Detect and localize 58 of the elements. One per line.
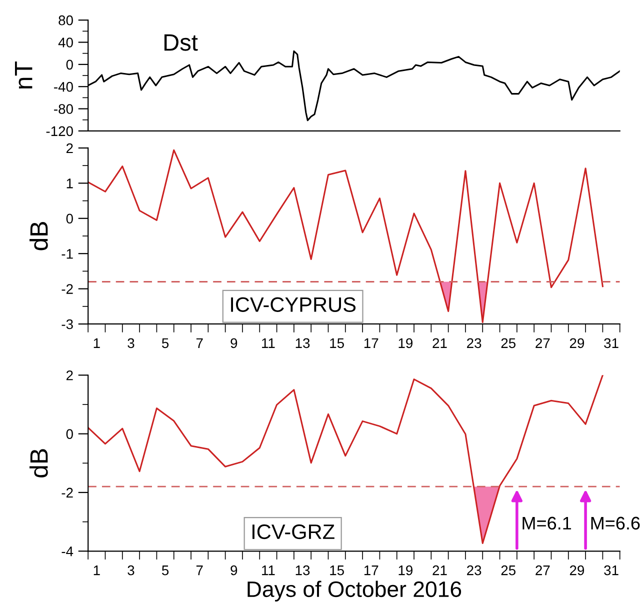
x-tick-label: 5: [162, 338, 169, 348]
y-tick-label: 2: [66, 143, 73, 154]
annotation: Dst: [164, 34, 198, 51]
x-tick-label: 31: [604, 338, 618, 348]
x-tick-label: 9: [230, 338, 238, 348]
x-axis-title: Days of October 2016: [248, 580, 462, 602]
y-tick-label: 2: [66, 370, 73, 380]
y-tick-label: -1: [62, 249, 73, 259]
y-tick-label: 40: [58, 38, 73, 48]
y-tick-label: -3: [62, 319, 73, 330]
y-axis-title: dB: [30, 449, 48, 478]
y-tick-label: -80: [54, 104, 73, 114]
y-tick-label: -40: [54, 82, 73, 92]
x-tick-label: 11: [262, 338, 275, 348]
x-tick-label: 29: [570, 338, 584, 348]
annotation: ICV-CYPRUS: [231, 297, 356, 312]
y-axis-title: nT: [14, 62, 32, 88]
y-tick-label: -120: [46, 126, 73, 136]
x-tick-label: 25: [501, 565, 516, 576]
x-tick-label: 17: [364, 566, 378, 576]
x-tick-label: 1: [94, 338, 100, 348]
x-tick-label: 23: [467, 565, 482, 576]
x-tick-label: 15: [330, 566, 344, 576]
x-tick-label: 19: [398, 565, 412, 576]
x-tick-label: 3: [128, 565, 134, 576]
x-tick-label: 21: [432, 565, 447, 576]
x-tick-label: 25: [501, 338, 516, 348]
y-tick-label: 0: [66, 214, 73, 224]
x-tick-label: 7: [196, 338, 203, 348]
line-series: [88, 149, 604, 323]
annotation: M=6.1: [522, 516, 572, 530]
y-tick-label: -2: [62, 284, 73, 294]
x-tick-label: 11: [262, 566, 275, 576]
x-tick-label: 21: [432, 338, 447, 348]
x-tick-label: 1: [94, 566, 100, 576]
annotation: M=6.6: [591, 516, 640, 530]
x-tick-label: 29: [570, 565, 584, 576]
x-tick-label: 7: [196, 566, 203, 576]
y-tick-label: 1: [66, 178, 73, 188]
x-tick-label: 3: [128, 338, 134, 348]
y-tick-label: 0: [66, 429, 73, 439]
x-tick-label: 15: [330, 338, 344, 348]
x-tick-label: 13: [296, 338, 310, 348]
y-axis-title: dB: [30, 222, 48, 250]
y-tick-label: -2: [62, 488, 73, 498]
x-tick-label: 9: [230, 565, 238, 576]
x-tick-label: 27: [536, 338, 550, 348]
x-tick-label: 27: [536, 565, 550, 576]
y-tick-label: 0: [66, 60, 73, 70]
y-tick-label: 80: [58, 15, 73, 26]
x-tick-label: 31: [604, 565, 618, 576]
x-tick-label: 23: [467, 338, 482, 348]
x-tick-label: 17: [364, 338, 378, 348]
x-tick-label: 5: [162, 566, 169, 576]
x-tick-label: 19: [398, 338, 412, 348]
x-tick-label: 13: [296, 565, 310, 576]
y-tick-label: -4: [62, 546, 74, 556]
annotation: ICV-GRZ: [252, 524, 334, 540]
